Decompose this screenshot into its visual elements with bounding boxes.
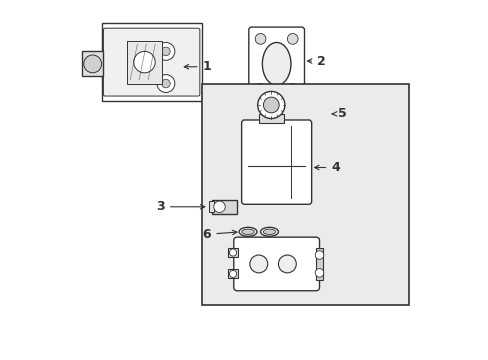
- Circle shape: [229, 249, 236, 256]
- Ellipse shape: [242, 229, 254, 234]
- Circle shape: [213, 201, 225, 212]
- FancyBboxPatch shape: [241, 120, 311, 204]
- FancyBboxPatch shape: [248, 27, 304, 101]
- Circle shape: [162, 47, 170, 56]
- Text: 3: 3: [156, 200, 204, 213]
- Circle shape: [315, 269, 323, 277]
- Bar: [228, 248, 238, 257]
- Ellipse shape: [260, 227, 278, 236]
- Bar: [228, 269, 238, 278]
- FancyBboxPatch shape: [102, 23, 201, 102]
- Circle shape: [287, 84, 298, 94]
- Text: 1: 1: [184, 60, 211, 73]
- Bar: [212, 200, 237, 214]
- Circle shape: [315, 251, 323, 259]
- Circle shape: [229, 270, 236, 278]
- Bar: [315, 248, 323, 280]
- Circle shape: [83, 55, 102, 73]
- Bar: [208, 202, 214, 212]
- Ellipse shape: [239, 227, 257, 236]
- Circle shape: [134, 51, 155, 73]
- Text: 2: 2: [307, 55, 325, 68]
- Circle shape: [255, 84, 265, 94]
- Bar: [258, 114, 283, 123]
- Circle shape: [287, 33, 298, 44]
- Circle shape: [157, 42, 175, 60]
- Circle shape: [255, 33, 265, 44]
- Text: 5: 5: [332, 107, 346, 120]
- Bar: [126, 41, 162, 84]
- Ellipse shape: [263, 229, 275, 234]
- FancyBboxPatch shape: [103, 28, 200, 96]
- Bar: [201, 84, 408, 305]
- Circle shape: [162, 79, 170, 88]
- Circle shape: [249, 255, 267, 273]
- Circle shape: [257, 91, 285, 118]
- Circle shape: [263, 97, 279, 113]
- Ellipse shape: [262, 42, 290, 85]
- Bar: [82, 51, 103, 76]
- Circle shape: [278, 255, 296, 273]
- FancyBboxPatch shape: [233, 237, 319, 291]
- Circle shape: [157, 75, 175, 93]
- Text: 6: 6: [202, 228, 236, 241]
- Text: 4: 4: [314, 161, 339, 174]
